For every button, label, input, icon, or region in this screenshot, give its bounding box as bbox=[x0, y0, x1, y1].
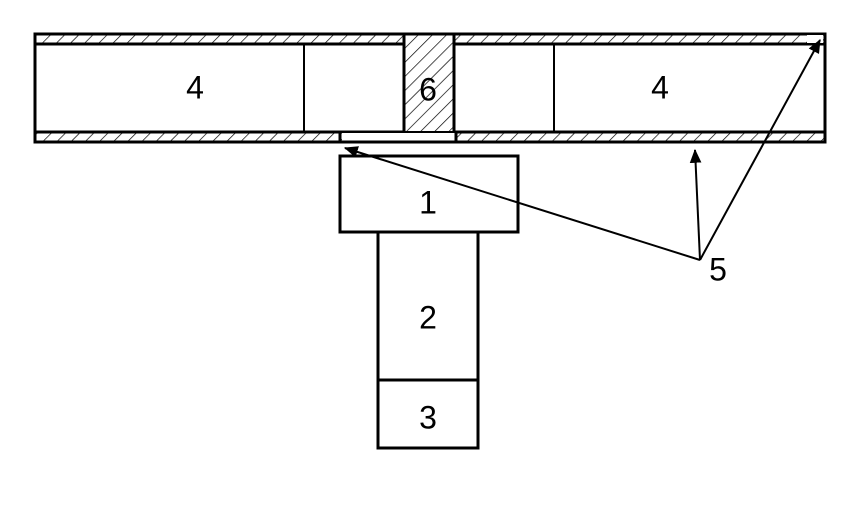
label-label5: 5 bbox=[709, 251, 727, 287]
label-label4L: 4 bbox=[186, 69, 204, 105]
beam-bottom-skin-gap bbox=[342, 133, 456, 141]
beam-top-skin-gap bbox=[807, 35, 823, 43]
label-label1: 1 bbox=[419, 184, 437, 220]
label-label4R: 4 bbox=[651, 69, 669, 105]
leader-5-hatch bbox=[695, 150, 700, 260]
label-label2: 2 bbox=[419, 299, 437, 335]
label-label3: 3 bbox=[419, 399, 437, 435]
beam-bottom-skin-left bbox=[35, 132, 340, 142]
label-label6: 6 bbox=[419, 71, 437, 107]
